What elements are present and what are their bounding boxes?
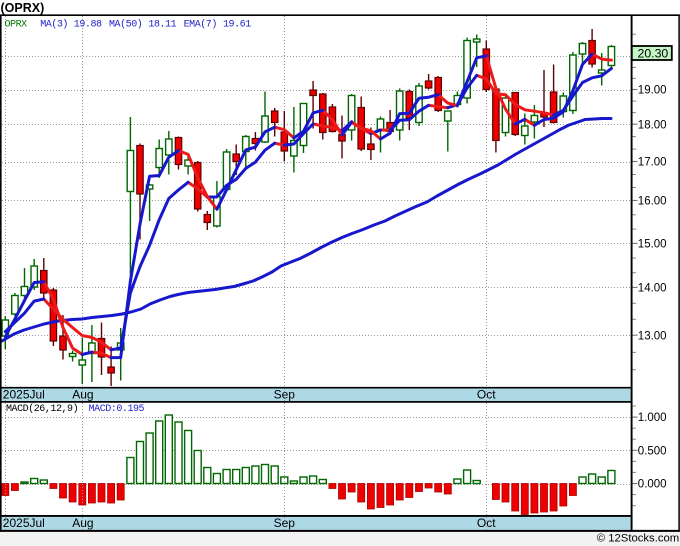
svg-text:19.00: 19.00 — [638, 85, 667, 97]
svg-text:Aug: Aug — [72, 388, 93, 402]
svg-text:19.88: 19.88 — [74, 20, 102, 31]
svg-text:Sep: Sep — [274, 388, 296, 402]
svg-text:2025Jul: 2025Jul — [3, 516, 45, 530]
svg-text:16.00: 16.00 — [638, 196, 667, 208]
svg-text:Oct: Oct — [477, 388, 496, 402]
svg-text:19.61: 19.61 — [223, 20, 251, 31]
svg-text:© 12Stocks.com: © 12Stocks.com — [597, 533, 679, 545]
svg-text:MACD:0.195: MACD:0.195 — [89, 404, 145, 415]
svg-text:MA(3): MA(3) — [40, 19, 68, 31]
svg-text:1.000: 1.000 — [638, 412, 667, 424]
svg-text:MA(50): MA(50) — [109, 19, 142, 31]
svg-text:17.00: 17.00 — [638, 157, 667, 169]
svg-text:15.00: 15.00 — [638, 239, 667, 251]
svg-text:13.00: 13.00 — [638, 330, 667, 342]
svg-text:(OPRX): (OPRX) — [1, 1, 45, 15]
svg-text:MACD(26,12,9): MACD(26,12,9) — [6, 403, 78, 415]
svg-text:20.30: 20.30 — [638, 46, 669, 60]
svg-text:EMA(7): EMA(7) — [184, 19, 217, 31]
svg-text:Sep: Sep — [274, 516, 296, 530]
svg-text:18.00: 18.00 — [638, 119, 667, 131]
svg-text:0.500: 0.500 — [638, 446, 667, 458]
svg-text:OPRX: OPRX — [5, 20, 28, 31]
svg-text:Aug: Aug — [72, 516, 93, 530]
svg-text:18.11: 18.11 — [148, 20, 176, 31]
svg-text:2025Jul: 2025Jul — [3, 388, 45, 402]
svg-text:14.00: 14.00 — [638, 283, 667, 295]
svg-text:Oct: Oct — [477, 516, 496, 530]
svg-text:0.000: 0.000 — [638, 479, 667, 491]
